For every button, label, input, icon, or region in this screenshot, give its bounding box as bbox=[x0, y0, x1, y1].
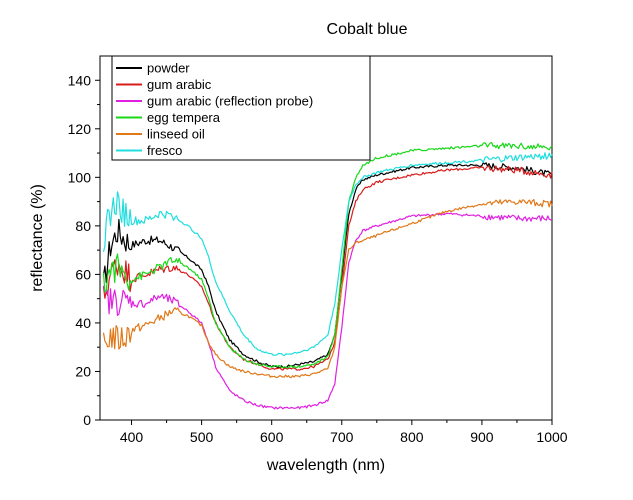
series-line-4 bbox=[102, 199, 553, 379]
legend-label: fresco bbox=[147, 143, 182, 158]
legend-label: gum arabic (reflection probe) bbox=[147, 94, 313, 109]
x-axis-title: wavelength (nm) bbox=[266, 457, 385, 474]
legend-box bbox=[111, 55, 371, 161]
y-tick-label: 100 bbox=[68, 169, 92, 185]
legend-label: gum arabic bbox=[147, 77, 212, 92]
y-tick-label: 20 bbox=[75, 363, 91, 379]
y-tick-label: 0 bbox=[83, 412, 91, 428]
y-axis-title: reflectance (%) bbox=[29, 184, 46, 292]
series-line-2 bbox=[102, 212, 553, 410]
x-tick-label: 600 bbox=[260, 429, 284, 445]
series-line-1 bbox=[102, 165, 553, 371]
y-tick-label: 80 bbox=[75, 218, 91, 234]
x-axis: 400 500 600 700 800 900 1000 bbox=[120, 420, 568, 445]
series-line-3 bbox=[102, 142, 553, 369]
y-tick-label: 120 bbox=[68, 121, 92, 137]
legend-label: powder bbox=[147, 61, 190, 76]
series-line-0 bbox=[102, 162, 553, 369]
legend-label: linseed oil bbox=[147, 127, 205, 142]
x-tick-label: 500 bbox=[190, 429, 214, 445]
y-tick-label: 40 bbox=[75, 315, 91, 331]
y-tick-label: 140 bbox=[68, 72, 92, 88]
x-tick-label: 400 bbox=[120, 429, 144, 445]
series-layer bbox=[102, 142, 553, 410]
x-tick-label: 800 bbox=[400, 429, 424, 445]
chart-title: Cobalt blue bbox=[327, 21, 408, 38]
y-tick-label: 60 bbox=[75, 266, 91, 282]
series-line-5 bbox=[102, 152, 553, 357]
y-axis: 0 20 40 60 80 100 120 140 bbox=[68, 72, 100, 428]
x-tick-label: 700 bbox=[330, 429, 354, 445]
x-tick-label: 900 bbox=[470, 429, 494, 445]
x-tick-label: 1000 bbox=[536, 429, 567, 445]
legend-label: egg tempera bbox=[147, 110, 221, 125]
